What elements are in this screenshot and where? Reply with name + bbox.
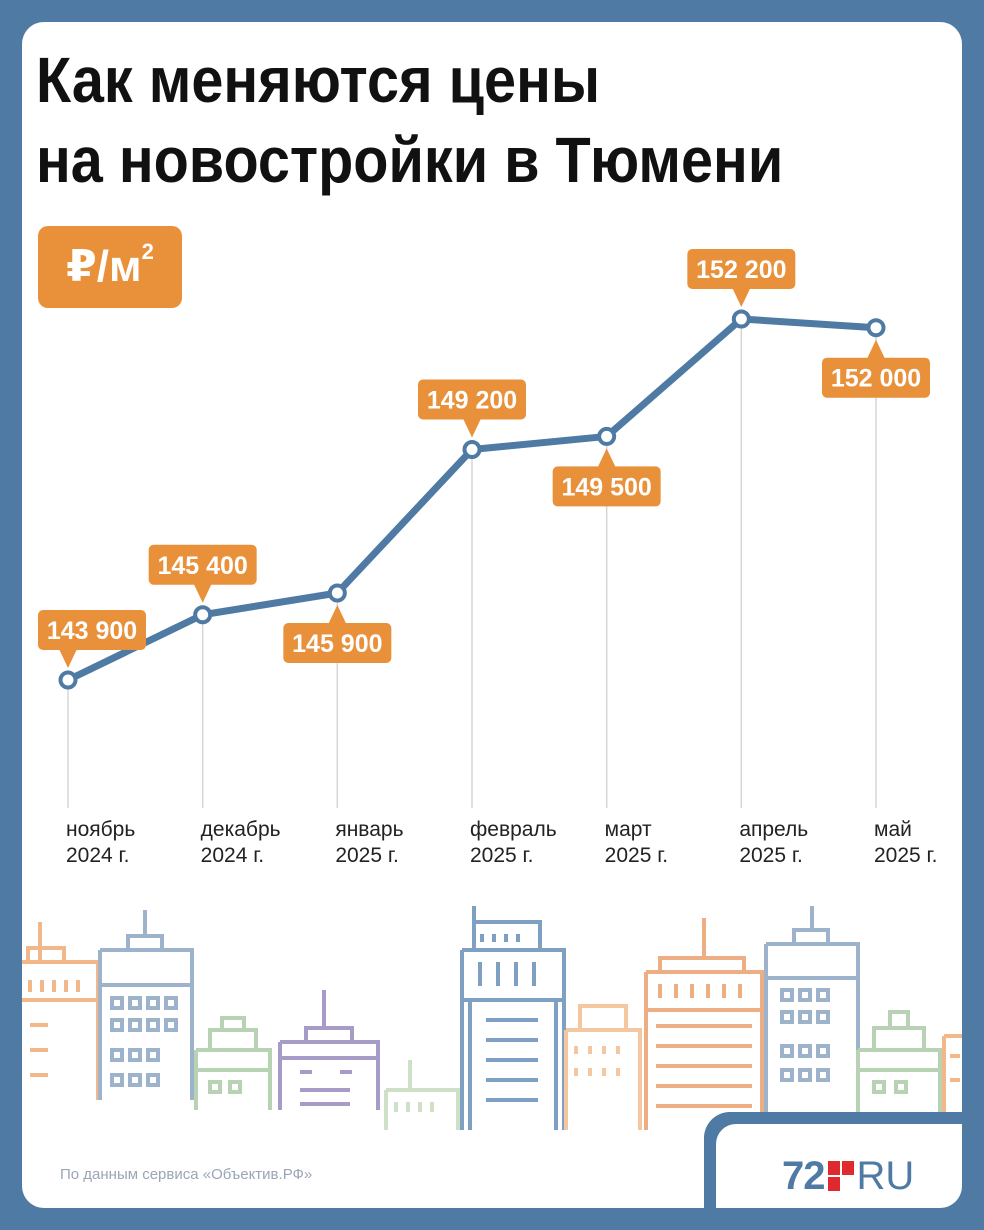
x-tick-month: ноябрь <box>66 818 135 841</box>
data-label-box <box>38 610 146 650</box>
x-tick-month: декабрь <box>201 818 281 841</box>
x-tick-year: 2025 г. <box>335 844 398 867</box>
x-tick-year: 2025 г. <box>874 844 937 867</box>
data-label-text: 152 000 <box>831 365 921 393</box>
data-point <box>597 426 617 446</box>
x-tick-year: 2025 г. <box>739 844 802 867</box>
x-tick-month: апрель <box>739 818 808 841</box>
data-label: 149 200 <box>418 379 526 438</box>
x-tick-month: январь <box>335 818 403 841</box>
chart-title-line-1: Как меняются цены <box>36 44 601 116</box>
brand-logo[interactable]: 72 RU <box>782 1152 914 1200</box>
x-tick-month: март <box>605 818 652 841</box>
data-label-pointer <box>193 583 212 603</box>
data-point <box>866 318 886 338</box>
unit-badge: ₽/м2 <box>38 226 182 308</box>
data-point <box>462 439 482 459</box>
data-label: 152 000 <box>822 339 930 398</box>
data-label-pointer <box>597 448 616 468</box>
data-label-pointer <box>328 605 347 625</box>
unit-exponent: 2 <box>141 239 154 264</box>
x-tick-year: 2025 г. <box>470 844 533 867</box>
data-label: 149 500 <box>552 448 661 507</box>
logo-number: 72 <box>782 1154 825 1198</box>
data-label: 152 200 <box>687 249 796 307</box>
data-label-text: 152 200 <box>696 256 786 284</box>
x-tick-month: февраль <box>470 818 557 841</box>
data-label-box <box>687 249 796 289</box>
data-label-pointer <box>59 649 77 668</box>
data-label-text: 145 900 <box>292 630 382 658</box>
chart-title-line-2: на новостройки в Тюмени <box>36 124 784 196</box>
data-label: 145 400 <box>148 544 257 603</box>
data-label-box <box>283 623 392 664</box>
x-tick-year: 2024 г. <box>66 844 129 867</box>
data-point <box>193 605 213 625</box>
data-label-pointer <box>867 339 885 359</box>
data-point <box>58 670 78 690</box>
data-label-box <box>418 379 526 420</box>
logo-domain: RU <box>856 1154 915 1198</box>
x-tick-year: 2025 г. <box>605 844 668 867</box>
data-label-pointer <box>463 418 481 438</box>
data-point <box>327 583 347 603</box>
x-tick-year: 2024 г. <box>201 844 264 867</box>
logo-red-squares-icon <box>827 1161 854 1191</box>
data-label-text: 143 900 <box>47 617 137 645</box>
data-label-box <box>822 357 930 398</box>
unit-label: ₽/м <box>66 242 142 291</box>
chart-title: Как меняются цены на новостройки в Тюмен… <box>36 40 783 200</box>
data-label-text: 149 200 <box>427 386 517 414</box>
data-label-box <box>148 544 257 585</box>
data-label-pointer <box>732 288 751 307</box>
data-point <box>731 309 751 329</box>
data-label-text: 149 500 <box>561 473 651 501</box>
x-tick-month: май <box>874 818 912 841</box>
data-label-box <box>552 466 661 507</box>
data-label: 145 900 <box>283 605 392 664</box>
data-label: 143 900 <box>38 610 146 668</box>
data-label-text: 145 400 <box>157 552 247 580</box>
data-source-note: По данным сервиса «Объектив.РФ» <box>60 1166 313 1183</box>
